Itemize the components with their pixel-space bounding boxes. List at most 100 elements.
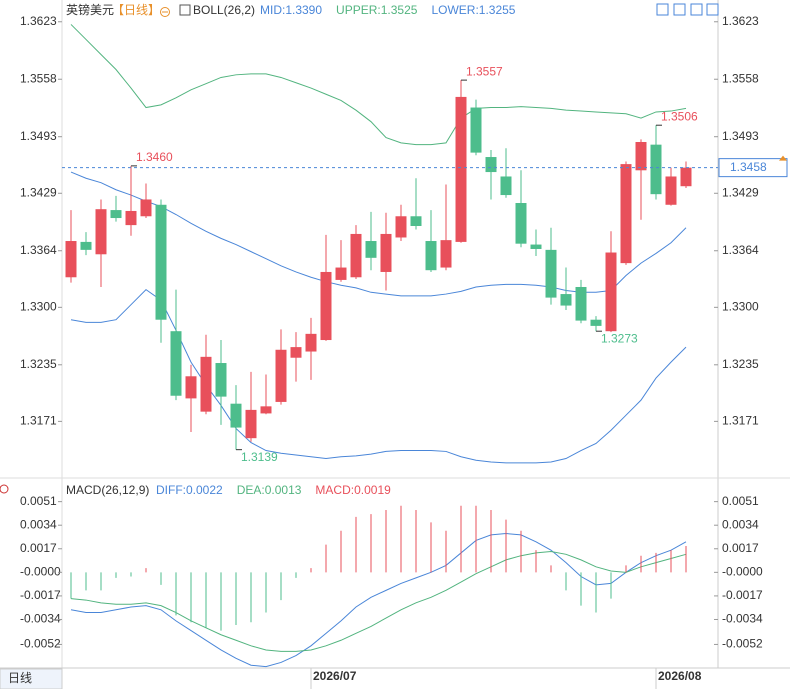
- candle-body: [530, 244, 542, 249]
- candle-body: [575, 286, 587, 321]
- y-tick-label: 1.3429: [20, 185, 57, 199]
- tool-button[interactable]: [673, 3, 686, 16]
- last-price-arrow: [779, 155, 787, 161]
- last-price-box: [718, 158, 788, 178]
- candle-body: [275, 349, 287, 402]
- candle-body: [515, 203, 527, 244]
- x-tick-label: 2026/08: [658, 669, 702, 683]
- candle-body: [635, 142, 647, 171]
- candle-body: [680, 167, 692, 187]
- candle-body: [350, 233, 362, 278]
- candle-body: [425, 241, 437, 271]
- candle-body: [200, 356, 212, 412]
- candle-body: [500, 176, 512, 196]
- y-tick-label: 1.3300: [722, 299, 759, 313]
- candle-body: [590, 319, 602, 326]
- candle-body: [155, 204, 167, 320]
- candle-body: [485, 157, 497, 173]
- y-tick-label: 0.0017: [20, 541, 57, 555]
- y-tick-label: -0.0034: [722, 612, 763, 626]
- candle-body: [140, 199, 152, 217]
- macd-line: [70, 551, 687, 652]
- candle-body: [245, 409, 257, 439]
- candle-body: [470, 107, 482, 153]
- candle-body: [605, 252, 617, 332]
- x-tick-label: 2026/07: [313, 669, 357, 683]
- period-tab[interactable]: [0, 668, 63, 689]
- y-tick-label: 1.3235: [20, 357, 57, 371]
- candle-body: [80, 241, 92, 250]
- legend-entry: DEA:0.0013: [237, 483, 302, 497]
- candle-body: [65, 241, 77, 278]
- symbol: 英镑美元: [66, 2, 114, 17]
- y-tick-label: 1.3493: [20, 129, 57, 143]
- y-tick-label: -0.0000: [20, 565, 61, 579]
- period-tab-label: 日线: [8, 671, 32, 685]
- y-tick-label: 1.3300: [20, 299, 57, 313]
- y-tick-label: 1.3364: [722, 243, 759, 257]
- toolbar: [656, 3, 719, 16]
- y-tick-label: -0.0052: [20, 637, 61, 651]
- y-tick-label: -0.0052: [722, 637, 763, 651]
- period-icon[interactable]: [160, 7, 170, 17]
- legend-entry: MID:1.3390: [260, 3, 322, 17]
- y-tick-label: 1.3623: [722, 14, 759, 28]
- annotation: 1.3557: [466, 64, 503, 78]
- candle-body: [230, 403, 242, 428]
- tool-button[interactable]: [706, 3, 719, 16]
- legend-entry: LOWER:1.3255: [431, 3, 515, 17]
- candle-body: [185, 376, 197, 399]
- macd-title: MACD(26,12,9): [66, 483, 149, 497]
- candle-body: [335, 267, 347, 280]
- y-tick-label: -0.0017: [722, 588, 763, 602]
- y-tick-label: -0.0000: [722, 565, 763, 579]
- y-tick-label: 1.3558: [20, 71, 57, 85]
- candle-body: [95, 209, 107, 255]
- macd-line: [70, 533, 687, 668]
- y-tick-label: -0.0017: [20, 588, 61, 602]
- legend-entry: UPPER:1.3525: [336, 3, 418, 17]
- candle-body: [665, 176, 677, 205]
- last-price-label: 1.3458: [730, 160, 767, 174]
- candle-body: [395, 216, 407, 238]
- boll-line: [70, 24, 687, 146]
- legend-entry: MACD:0.0019: [315, 483, 391, 497]
- y-tick-label: 1.3171: [722, 414, 759, 428]
- candle-body: [320, 271, 332, 341]
- candle-body: [215, 363, 227, 397]
- tool-button[interactable]: [656, 3, 669, 16]
- boll-line: [70, 288, 687, 464]
- y-tick-label: 0.0051: [20, 494, 57, 508]
- boll-title: BOLL(26,2): [193, 3, 255, 17]
- period: 【日线】: [112, 3, 160, 17]
- candle-body: [125, 210, 137, 226]
- candle-body: [410, 216, 422, 226]
- y-tick-label: 0.0017: [722, 541, 759, 555]
- y-tick-label: 1.3429: [722, 185, 759, 199]
- candle-body: [110, 210, 122, 219]
- candle-body: [290, 347, 302, 358]
- candle-body: [305, 333, 317, 352]
- y-tick-label: 1.3364: [20, 243, 57, 257]
- y-tick-label: 1.3493: [722, 129, 759, 143]
- settings-icon[interactable]: [0, 484, 9, 494]
- candle-body: [620, 164, 632, 264]
- y-tick-label: 0.0034: [20, 517, 57, 531]
- candle-body: [365, 241, 377, 258]
- y-tick-label: 1.3171: [20, 414, 57, 428]
- candle-body: [560, 294, 572, 306]
- y-tick-label: -0.0034: [20, 612, 61, 626]
- y-tick-label: 0.0034: [722, 517, 759, 531]
- candle-body: [170, 331, 182, 396]
- boll-icon[interactable]: [179, 4, 191, 16]
- candle-body: [650, 144, 662, 195]
- annotation: 1.3460: [136, 150, 173, 164]
- tool-button[interactable]: [690, 3, 703, 16]
- candle-body: [440, 240, 452, 268]
- y-tick-label: 1.3235: [722, 357, 759, 371]
- y-tick-label: 0.0051: [722, 494, 759, 508]
- legend-entry: DIFF:0.0022: [156, 483, 223, 497]
- candle-body: [545, 249, 557, 298]
